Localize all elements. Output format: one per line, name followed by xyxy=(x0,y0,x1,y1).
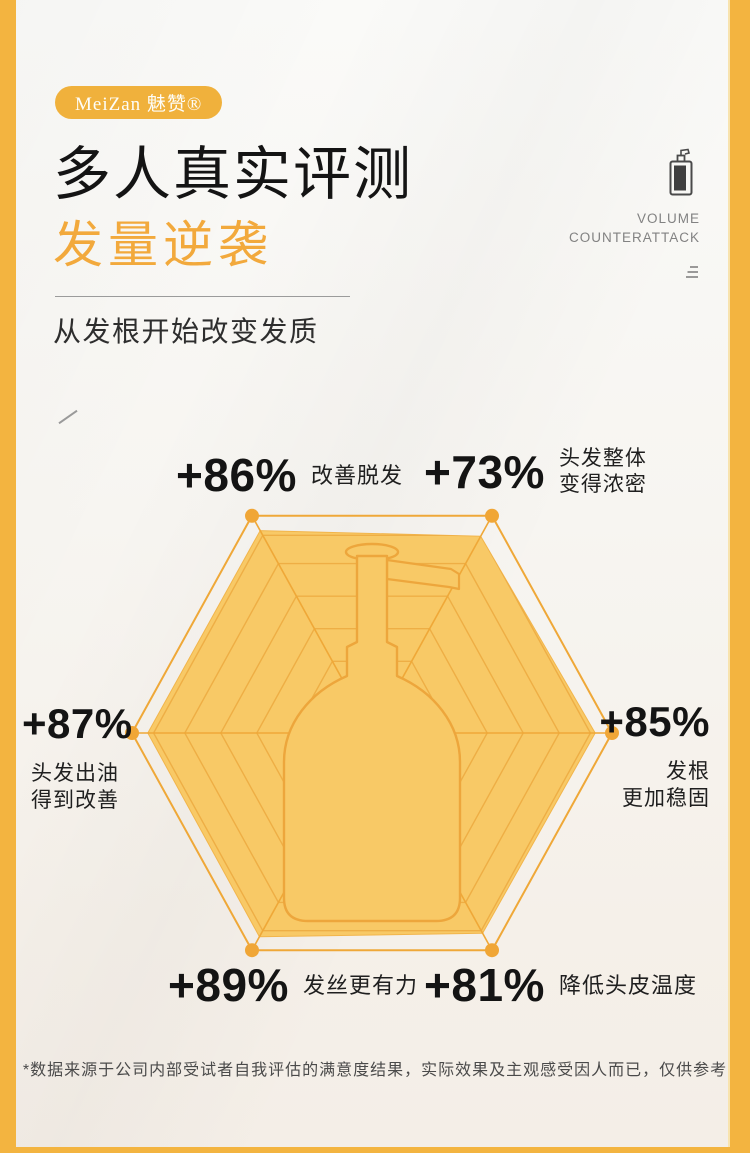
stat-bottom-left: +89% 发丝更有力 xyxy=(168,958,418,1012)
stat-label: 发根 更加稳固 xyxy=(622,760,710,810)
stat-label: 改善脱发 xyxy=(310,462,403,488)
corner-graphic: VOLUME COUNTERATTACK xyxy=(569,148,700,247)
stat-label: 头发出油 得到改善 xyxy=(31,762,119,812)
stat-top-right: +73% 头发整体 变得浓密 xyxy=(424,445,647,499)
stat-value: +73% xyxy=(424,446,545,498)
brand-badge: MeiZan 魅赞® xyxy=(55,86,223,119)
right-accent-strip xyxy=(728,0,750,1153)
disclaimer-text: *数据来源于公司内部受试者自我评估的满意度结果，实际效果及主观感受因人而已，仅供… xyxy=(22,1062,728,1079)
section-heading: 从发根开始改变发质 xyxy=(53,316,319,347)
stat-top-left: +86% 改善脱发 xyxy=(176,448,403,502)
stat-value: +87% xyxy=(22,700,133,747)
tagline-line-1: VOLUME xyxy=(636,211,700,226)
stat-left: +87% 头发出油 得到改善 xyxy=(22,700,133,814)
stat-label: 头发整体 变得浓密 xyxy=(558,447,647,496)
stat-value: +89% xyxy=(168,959,289,1011)
stat-value: +85% xyxy=(599,698,710,745)
pump-bottle-icon xyxy=(667,148,695,201)
stat-right: +85% 发根 更加稳固 xyxy=(599,698,710,812)
brand-badge-label: MeiZan 魅赞® xyxy=(75,94,203,115)
page-title: 多人真实评测 xyxy=(53,142,414,207)
stat-label: 降低头皮温度 xyxy=(558,972,697,998)
stat-value: +86% xyxy=(176,449,297,501)
stat-label: 发丝更有力 xyxy=(302,972,418,998)
stat-value: +81% xyxy=(424,959,545,1011)
triple-lines-icon xyxy=(684,265,700,284)
stat-bottom-right: +81% 降低头皮温度 xyxy=(424,958,697,1012)
bottom-accent-bar xyxy=(0,1147,750,1153)
page-subtitle: 发量逆袭 xyxy=(53,217,273,273)
heading-divider xyxy=(55,296,350,297)
left-accent-strip xyxy=(0,0,16,1153)
tagline-en: VOLUME COUNTERATTACK xyxy=(569,209,700,247)
tagline-line-2: COUNTERATTACK xyxy=(569,230,700,245)
